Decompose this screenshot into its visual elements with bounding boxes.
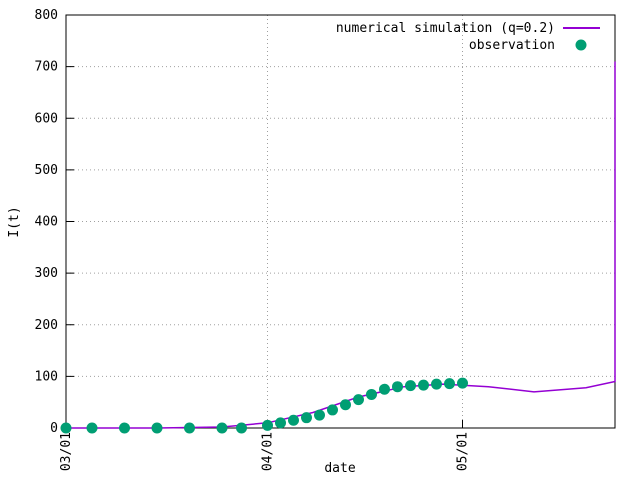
y-tick-label: 500 <box>35 163 58 178</box>
observation-point <box>216 422 228 434</box>
observation-point <box>86 422 98 434</box>
observation-point <box>340 399 351 411</box>
legend-entry-label: numerical simulation (q=0.2) <box>336 21 555 36</box>
tick-labels: 0 100 200 300 400 500 600 700 800 03/01 04/01 05/01 <box>35 8 471 471</box>
grid <box>65 14 615 429</box>
observation-point <box>262 419 273 431</box>
observation-point <box>184 422 195 434</box>
observation-point <box>366 388 377 400</box>
observation-point <box>392 381 403 393</box>
observation-point <box>301 412 312 424</box>
observation-point <box>444 378 455 390</box>
observation-point <box>457 377 468 389</box>
y-tick-label: 700 <box>35 60 58 75</box>
y-tick-label: 0 <box>50 421 58 436</box>
observation-point <box>353 394 364 406</box>
observation-point <box>405 380 416 392</box>
observation-point <box>379 383 390 395</box>
x-tick-label: 05/01 <box>456 432 471 471</box>
y-axis-label: I(t) <box>7 206 22 237</box>
series <box>60 61 616 434</box>
observation-point <box>418 379 429 391</box>
y-tick-label: 400 <box>35 215 58 230</box>
y-tick-label: 100 <box>35 369 58 384</box>
observation-point <box>236 422 247 434</box>
observation-point <box>119 422 130 434</box>
observation-point <box>275 417 286 429</box>
x-tick-label: 04/01 <box>261 432 276 471</box>
axes <box>65 14 616 429</box>
legend: numerical simulation (q=0.2) observation <box>336 21 600 53</box>
y-tick-label: 200 <box>35 318 58 333</box>
observation-point <box>151 422 163 434</box>
observation-point <box>314 409 325 421</box>
y-tick-label: 300 <box>35 266 58 281</box>
x-axis-label: date <box>324 461 355 476</box>
observation-point <box>60 422 72 434</box>
x-tick-label: 03/01 <box>59 432 74 471</box>
series-line <box>66 61 616 429</box>
legend-entry-label: observation <box>469 38 555 53</box>
observation-point <box>431 378 442 390</box>
y-tick-label: 600 <box>35 111 58 126</box>
y-tick-label: 800 <box>35 8 58 23</box>
observation-point <box>327 404 338 416</box>
observation-point <box>288 414 299 426</box>
legend-point-swatch <box>575 39 587 51</box>
plot-frame <box>65 14 616 429</box>
